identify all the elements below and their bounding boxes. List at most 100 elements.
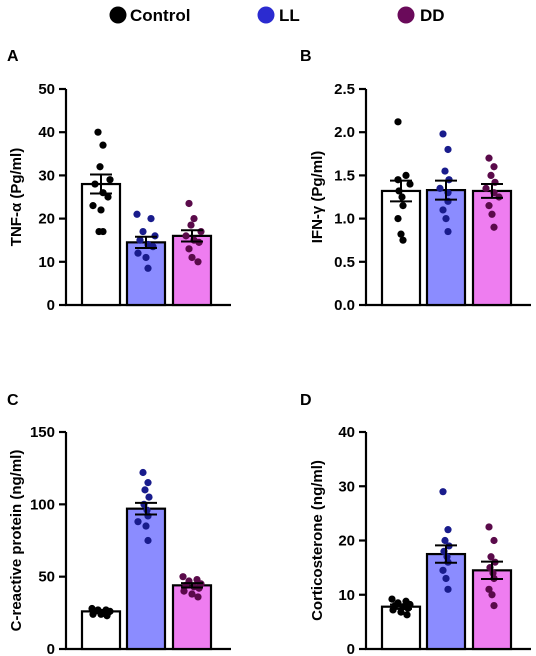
series-ll [125, 210, 167, 307]
bar [380, 189, 422, 307]
data-point [487, 171, 495, 179]
data-point [139, 227, 147, 236]
data-point [180, 587, 188, 595]
panel-c: C C-reactive protein (ng/ml) 0 50 100 150 [7, 392, 231, 656]
data-point [444, 227, 452, 236]
y-tick-label: 10 [338, 587, 355, 604]
data-point [444, 526, 452, 534]
y-tick-label: 2.5 [334, 81, 355, 98]
bar [171, 234, 213, 307]
y-tick-label: 50 [38, 569, 55, 586]
data-point [182, 232, 190, 240]
legend-marker [257, 6, 275, 24]
y-tick-label: 0 [47, 297, 55, 314]
legend-marker [109, 6, 127, 24]
panel-b: B IFN-γ (Pg/ml) 0.0 0.5 1.0 1.5 2.0 2.5 [300, 48, 531, 314]
series-control [380, 595, 422, 651]
data-point [389, 606, 397, 614]
legend-label: Control [130, 6, 190, 25]
panel-d: D Corticosterone (ng/ml) 0 10 20 30 40 [300, 392, 531, 656]
y-tick-label: 100 [30, 496, 55, 513]
y-tick-label: 40 [38, 124, 55, 141]
y-axis-title: C-reactive protein (ng/ml) [8, 450, 25, 632]
data-point [106, 176, 114, 184]
bar [80, 182, 122, 307]
data-point [403, 611, 411, 619]
y-tick-label: 10 [38, 254, 55, 271]
data-point [488, 591, 496, 599]
data-point [388, 595, 396, 603]
data-point [147, 215, 155, 223]
legend-label: LL [279, 6, 300, 25]
data-point [394, 215, 402, 223]
data-point [439, 206, 447, 214]
y-tick-label: 0.5 [334, 254, 355, 271]
panel-letter: A [7, 48, 19, 65]
data-point [179, 573, 187, 581]
data-point [134, 518, 142, 526]
data-point [485, 585, 493, 593]
data-point [142, 522, 150, 530]
data-point [97, 206, 105, 214]
y-tick-label: 0 [347, 641, 355, 656]
data-point [185, 245, 193, 253]
data-point [441, 536, 449, 545]
legend-item-ll: LL [257, 6, 300, 25]
data-point [96, 163, 104, 171]
data-point [487, 553, 495, 561]
y-axis-title: IFN-γ (Pg/ml) [309, 151, 326, 244]
data-point [149, 243, 157, 251]
y-tick-label: 30 [38, 167, 55, 184]
data-point [399, 202, 407, 210]
data-point [442, 574, 450, 583]
y-axis-title: Corticosterone (ng/ml) [309, 460, 326, 621]
data-point [99, 141, 107, 149]
data-point [439, 566, 447, 574]
data-point [399, 236, 407, 244]
data-point [136, 236, 144, 244]
data-point [190, 215, 198, 223]
data-point [188, 590, 196, 598]
data-point [485, 202, 493, 210]
data-point [490, 223, 498, 231]
data-point [490, 163, 498, 171]
legend-item-dd: DD [397, 6, 445, 25]
y-tick-label: 40 [338, 424, 355, 441]
data-point [194, 593, 202, 601]
data-point [104, 193, 112, 201]
data-point [397, 230, 405, 238]
series-dd [471, 154, 513, 307]
data-point [197, 227, 205, 236]
data-point [103, 612, 111, 620]
data-point [142, 253, 150, 262]
data-point [490, 536, 498, 545]
data-point [94, 128, 102, 136]
data-point [89, 202, 97, 210]
y-tick-label: 20 [38, 211, 55, 228]
series-control [80, 128, 122, 307]
data-point [394, 118, 402, 126]
data-point [187, 221, 195, 229]
y-axis-title: TNF-α (Pg/ml) [8, 148, 25, 246]
y-tick-label: 1.5 [334, 167, 355, 184]
data-point [444, 585, 452, 593]
data-point [133, 210, 141, 218]
legend: Control LL DD [109, 6, 445, 25]
data-point [194, 258, 202, 266]
series-ll [425, 130, 467, 307]
series-ll [425, 488, 467, 651]
data-point [397, 608, 405, 616]
data-point [139, 468, 147, 477]
y-tick-label: 2.0 [334, 124, 355, 141]
series-control [80, 604, 122, 651]
panel-letter: B [300, 48, 312, 65]
data-point [145, 493, 153, 501]
data-point [442, 215, 450, 223]
data-point [134, 249, 142, 257]
data-point [488, 210, 496, 218]
y-tick-label: 1.0 [334, 211, 355, 228]
bar [471, 189, 513, 307]
bar [425, 552, 467, 651]
data-point [406, 180, 414, 188]
